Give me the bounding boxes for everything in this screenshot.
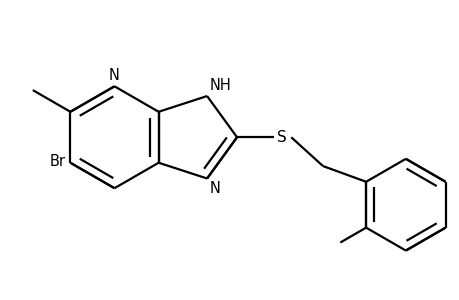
Text: S: S xyxy=(276,130,286,145)
Text: NH: NH xyxy=(209,79,231,94)
Text: N: N xyxy=(209,181,220,196)
Text: N: N xyxy=(109,68,120,82)
Text: Br: Br xyxy=(50,154,66,169)
